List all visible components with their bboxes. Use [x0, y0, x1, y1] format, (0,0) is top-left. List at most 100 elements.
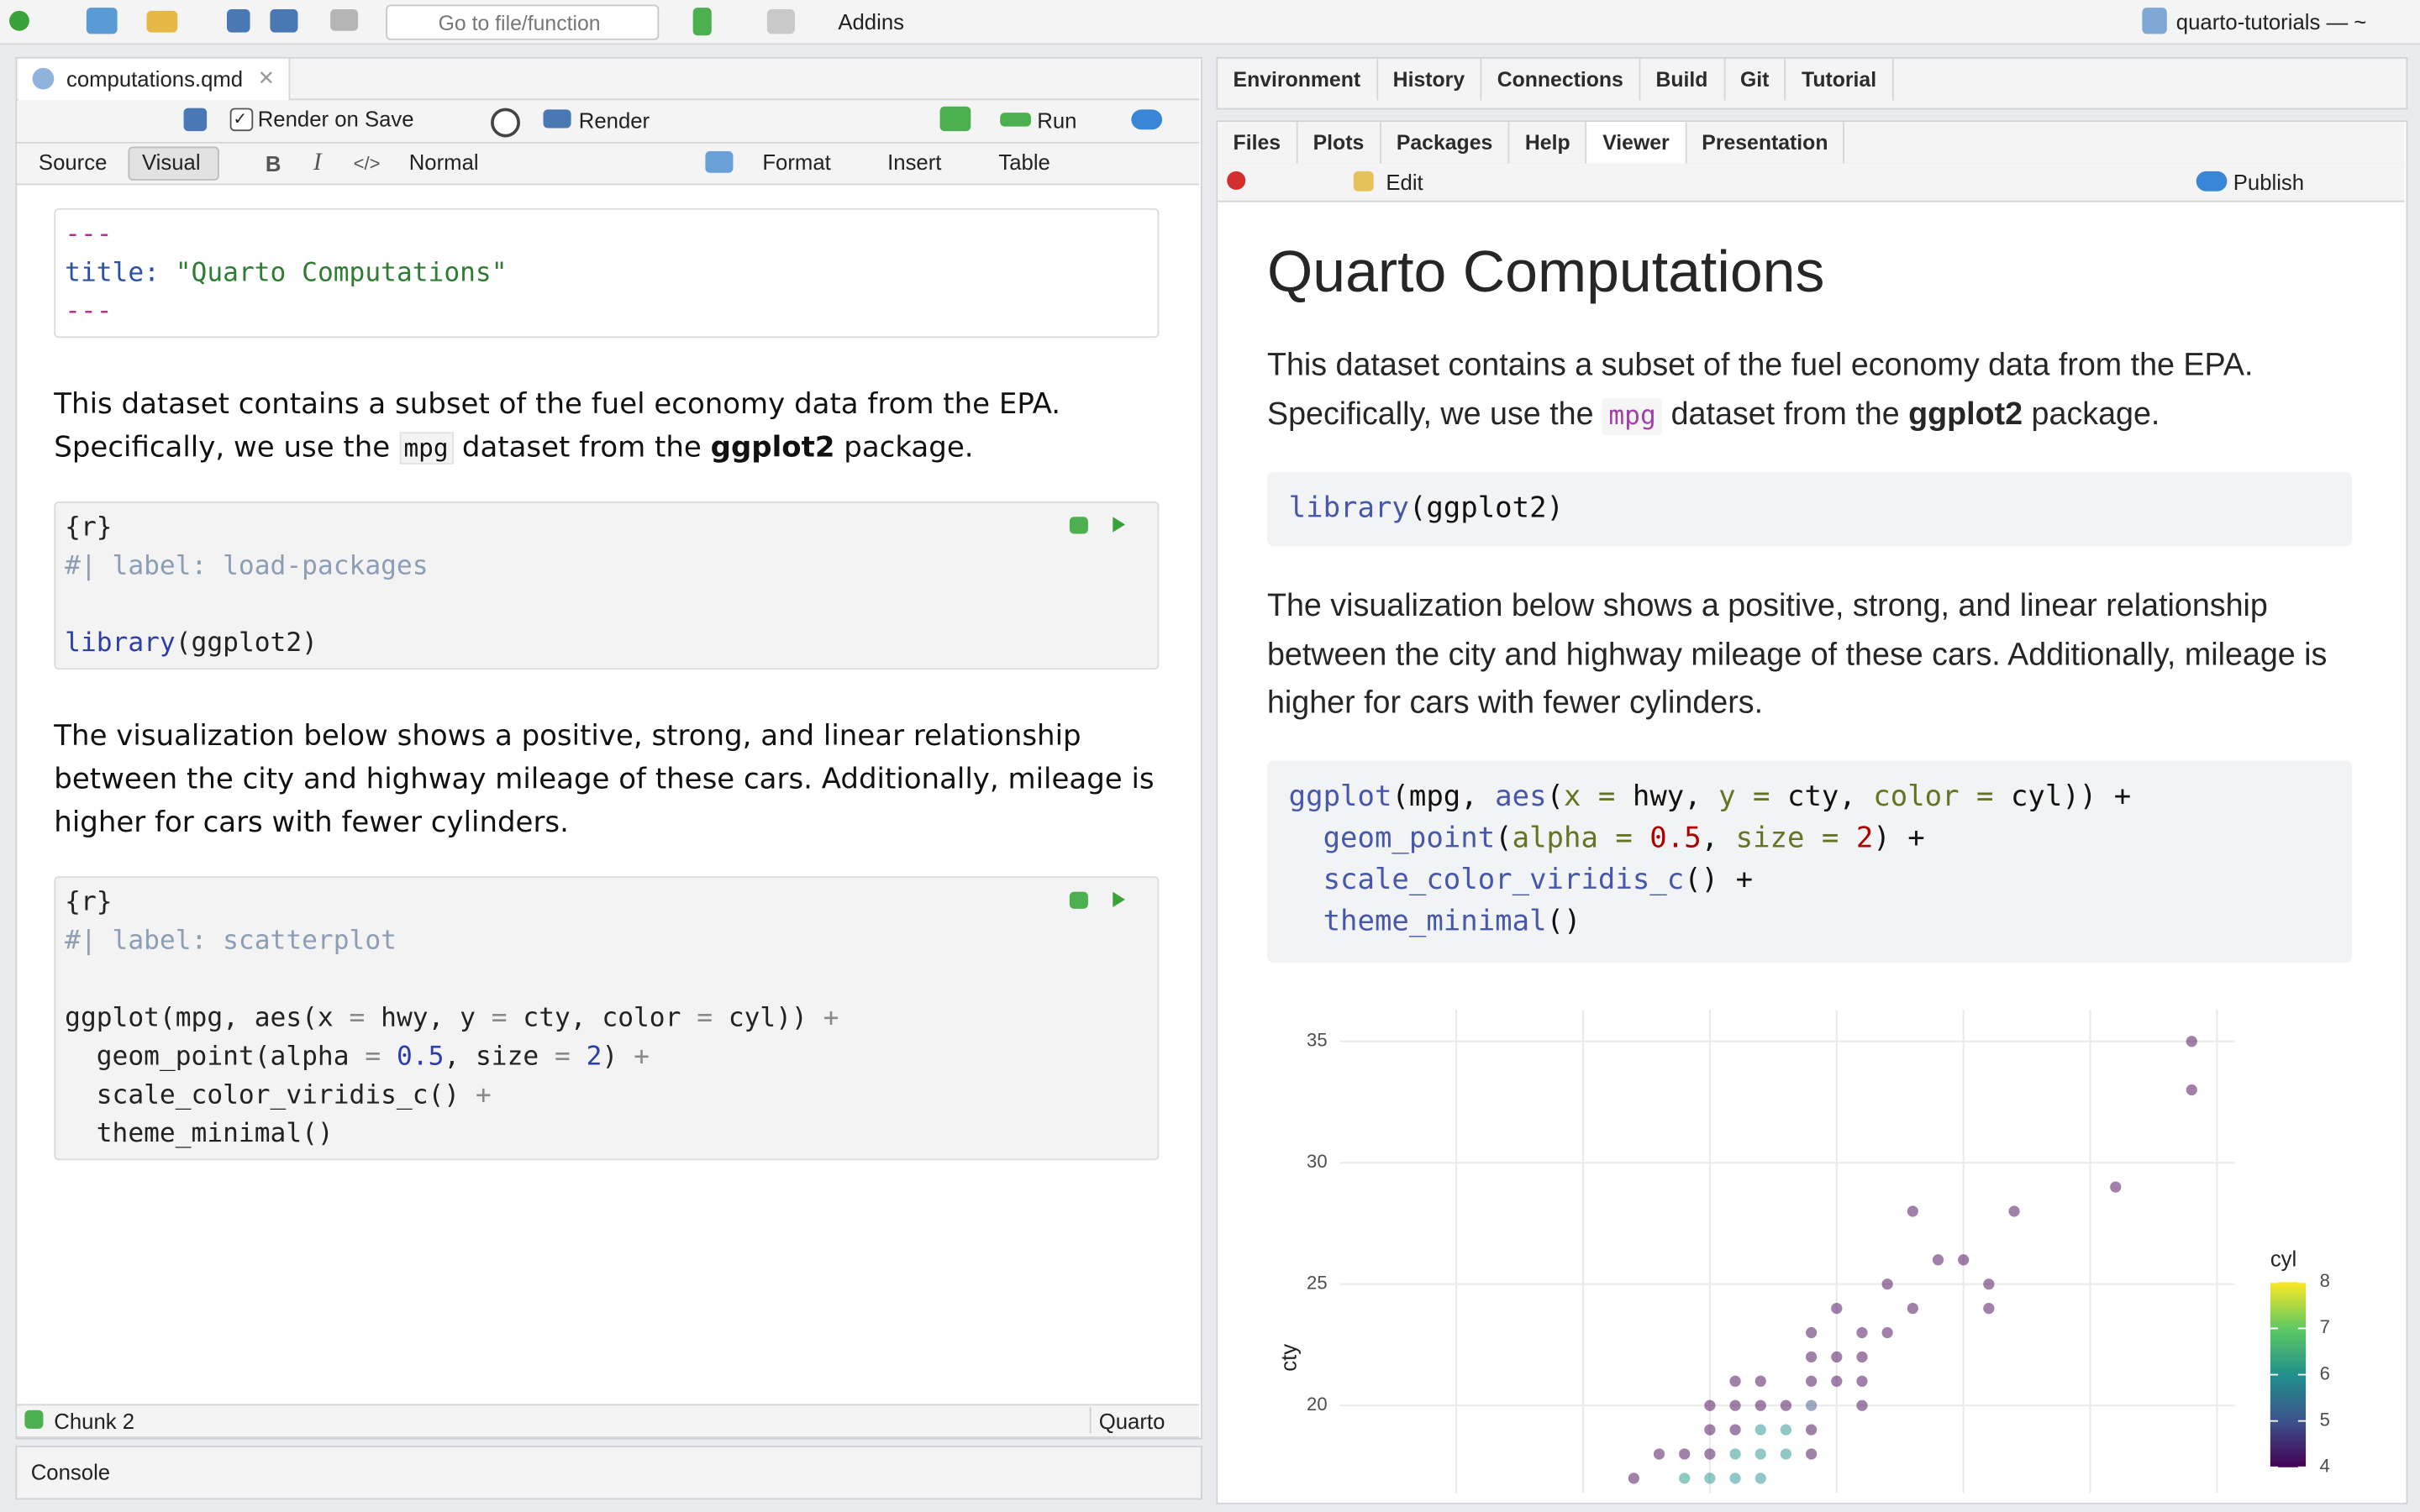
- point: [1729, 1473, 1741, 1484]
- publish-button[interactable]: [1131, 109, 1163, 130]
- code-line: #| label: scatterplot: [65, 922, 1148, 961]
- text: The visualization below shows a positive…: [54, 720, 1155, 840]
- visual-mode-bg[interactable]: [128, 146, 219, 181]
- text: This dataset contains a subset of the fu…: [54, 388, 1061, 465]
- code-token: geom_point(alpha: [65, 1041, 366, 1073]
- goto-box[interactable]: [386, 4, 660, 40]
- point: [1932, 1254, 1944, 1266]
- doc-type[interactable]: Quarto: [1098, 1408, 1165, 1434]
- point: [1780, 1424, 1792, 1436]
- text: dataset from the: [1662, 396, 1909, 432]
- tab[interactable]: Packages: [1381, 122, 1510, 164]
- format-menu[interactable]: Format: [762, 150, 831, 175]
- code-chunk: {r} #| label: load-packages library(ggplot…: [54, 501, 1160, 670]
- code-line: ggplot(mpg, aes(x = hwy, y = cty, color …: [1289, 776, 2331, 818]
- tab[interactable]: Help: [1509, 122, 1587, 164]
- italic-button[interactable]: I: [313, 150, 322, 176]
- format-normal[interactable]: Normal: [408, 150, 479, 175]
- console-title[interactable]: Console: [30, 1459, 111, 1484]
- code-line: scale_color_viridis_c() +: [1289, 859, 2331, 901]
- save-all-icon[interactable]: [270, 9, 298, 33]
- code-token: 2: [1855, 822, 1874, 855]
- render-on-save-checkbox[interactable]: [229, 108, 254, 132]
- image-button[interactable]: [705, 151, 734, 173]
- git-icon[interactable]: [692, 8, 712, 36]
- print-icon[interactable]: [330, 9, 359, 31]
- addins-menu[interactable]: Addins: [838, 9, 904, 34]
- render-button[interactable]: Render: [578, 108, 650, 133]
- environment-tabs: Environment History Connections Build Git Tut…: [1218, 58, 1894, 101]
- table-menu[interactable]: Table: [998, 150, 1050, 175]
- render-icon[interactable]: [543, 109, 571, 129]
- file-tab[interactable]: [18, 58, 291, 101]
- run-chunk[interactable]: [1113, 891, 1125, 908]
- tab[interactable]: Presentation: [1686, 122, 1845, 164]
- tab[interactable]: Git: [1725, 58, 1786, 101]
- visual-mode[interactable]: Visual: [141, 150, 201, 175]
- tab[interactable]: History: [1377, 58, 1482, 101]
- point: [1856, 1351, 1868, 1363]
- point: [1754, 1399, 1766, 1411]
- point: [1754, 1473, 1766, 1484]
- close-tab[interactable]: ✕: [257, 66, 275, 90]
- code-line: theme_minimal(): [1289, 901, 2331, 943]
- text: package.: [834, 432, 974, 465]
- point: [2008, 1205, 2020, 1217]
- publish-button[interactable]: Publish: [2233, 170, 2305, 195]
- point: [1704, 1473, 1716, 1484]
- tab[interactable]: Connections: [1481, 58, 1641, 101]
- code-button[interactable]: </>: [353, 152, 381, 175]
- tab[interactable]: Tutorial: [1786, 58, 1894, 101]
- code-token: hwy,: [1615, 780, 1719, 813]
- tab[interactable]: Plots: [1297, 122, 1381, 164]
- bold-button[interactable]: B: [265, 151, 281, 176]
- open-icon[interactable]: [146, 10, 178, 33]
- point: [1805, 1375, 1818, 1387]
- run-chunk[interactable]: [1113, 517, 1125, 533]
- point: [1729, 1399, 1741, 1411]
- code-token: #| label: load-packages: [65, 550, 429, 582]
- clear-viewer[interactable]: [1227, 171, 1246, 190]
- code-token: +: [475, 1079, 492, 1111]
- tab[interactable]: Viewer: [1586, 122, 1686, 164]
- run-previous-chunks[interactable]: [1069, 517, 1088, 534]
- code-token: #| label: scatterplot: [65, 926, 397, 957]
- point: [1729, 1448, 1741, 1460]
- code-token: =: [365, 1041, 381, 1073]
- code-token: ---: [65, 218, 113, 250]
- find-button[interactable]: [491, 108, 520, 138]
- file-tab-label[interactable]: computations.qmd: [66, 66, 244, 92]
- code-token: cyl)): [713, 1002, 823, 1034]
- tab[interactable]: Build: [1640, 58, 1725, 101]
- point: [1704, 1399, 1716, 1411]
- insert-menu[interactable]: Insert: [887, 150, 942, 175]
- save-button[interactable]: [183, 108, 208, 132]
- source-mode[interactable]: Source: [38, 150, 108, 175]
- edit-button[interactable]: Edit: [1386, 170, 1423, 195]
- edit-icon[interactable]: [1353, 171, 1374, 192]
- point: [1780, 1399, 1792, 1411]
- new-project-icon[interactable]: [86, 8, 118, 34]
- new-file-icon[interactable]: [9, 10, 29, 31]
- code-token: 0.5: [396, 1041, 445, 1073]
- tab[interactable]: Files: [1218, 122, 1298, 164]
- save-icon[interactable]: [227, 9, 250, 33]
- project-menu[interactable]: quarto-tutorials — ~: [2175, 9, 2367, 34]
- document-paragraph: This dataset contains a subset of the fu…: [1267, 341, 2355, 441]
- code-token: scale_color_viridis_c: [1288, 864, 1685, 897]
- publish-icon[interactable]: [2196, 171, 2228, 192]
- code-token: (: [1495, 822, 1512, 855]
- goto-placeholder[interactable]: Go to file/function: [438, 11, 601, 35]
- layout-icon[interactable]: [766, 9, 795, 34]
- chunk-indicator[interactable]: Chunk 2: [54, 1408, 135, 1434]
- run-previous-chunks[interactable]: [1069, 891, 1088, 909]
- run-button[interactable]: Run: [1037, 108, 1077, 133]
- point: [1704, 1448, 1716, 1460]
- console-pane[interactable]: [15, 1446, 1202, 1500]
- insert-chunk-button[interactable]: [939, 106, 971, 132]
- tab[interactable]: Environment: [1218, 58, 1378, 101]
- run-icon[interactable]: [1000, 113, 1031, 127]
- code-token: scale_color_viridis_c(): [65, 1079, 476, 1111]
- render-on-save-label[interactable]: Render on Save: [257, 106, 414, 132]
- code-token: cyl)) +: [1993, 780, 2132, 813]
